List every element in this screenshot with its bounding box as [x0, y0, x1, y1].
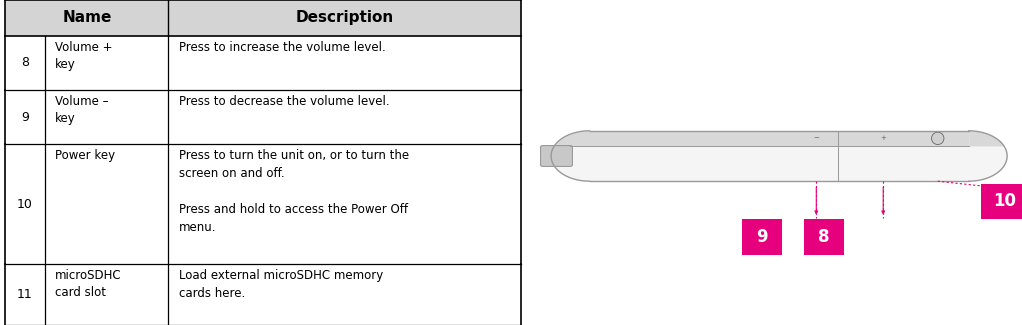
Text: 10: 10 — [17, 198, 33, 211]
FancyBboxPatch shape — [590, 131, 969, 146]
FancyBboxPatch shape — [742, 219, 782, 255]
Text: 9: 9 — [21, 111, 29, 124]
Text: 10: 10 — [993, 192, 1016, 211]
Ellipse shape — [551, 131, 628, 181]
Text: 11: 11 — [17, 288, 33, 301]
Text: Press to decrease the volume level.: Press to decrease the volume level. — [179, 95, 389, 108]
Text: Description: Description — [295, 10, 393, 25]
Text: Load external microSDHC memory
cards here.: Load external microSDHC memory cards her… — [179, 269, 383, 300]
FancyBboxPatch shape — [981, 184, 1022, 219]
FancyBboxPatch shape — [541, 146, 572, 166]
Text: Press to turn the unit on, or to turn the
screen on and off.

Press and hold to : Press to turn the unit on, or to turn th… — [179, 150, 409, 234]
FancyBboxPatch shape — [804, 219, 843, 255]
Text: Name: Name — [62, 10, 111, 25]
Text: microSDHC
card slot: microSDHC card slot — [55, 269, 122, 299]
Ellipse shape — [930, 131, 1007, 181]
Text: Volume –
key: Volume – key — [55, 95, 108, 125]
Ellipse shape — [931, 132, 944, 145]
FancyBboxPatch shape — [590, 131, 969, 181]
Text: −: − — [814, 136, 820, 141]
Text: +: + — [880, 136, 886, 141]
Text: Press to increase the volume level.: Press to increase the volume level. — [179, 41, 385, 54]
Text: Volume +
key: Volume + key — [55, 41, 112, 71]
Text: 8: 8 — [818, 228, 830, 246]
FancyBboxPatch shape — [5, 0, 521, 36]
Text: Power key: Power key — [55, 150, 115, 162]
Text: 8: 8 — [21, 56, 29, 69]
Text: 9: 9 — [756, 228, 768, 246]
